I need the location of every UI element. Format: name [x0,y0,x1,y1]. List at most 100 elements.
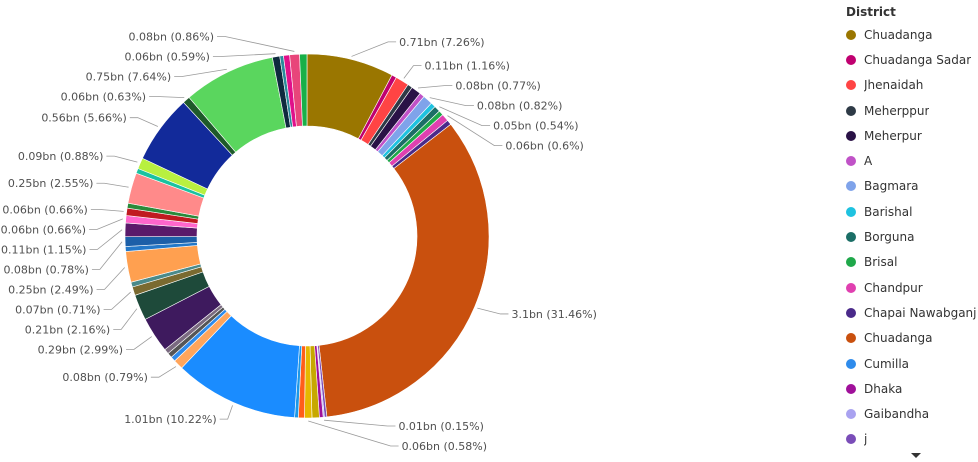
legend-label: Chuadanga [864,331,933,346]
legend-item[interactable]: Chuadanga [846,326,978,351]
leader-line [90,208,124,212]
legend-label: Brisal [864,255,898,270]
data-label: 0.06bn (0.66%) [2,203,87,216]
data-label: 0.11bn (1.15%) [1,243,86,256]
legend-item[interactable]: Gaibandha [846,401,978,426]
legend-swatch [846,257,856,268]
legend-item[interactable]: j [846,427,978,452]
legend-item[interactable]: Barishal [846,199,978,224]
data-label: 3.1bn (31.46%) [511,308,596,321]
legend-swatch [846,29,856,40]
leader-line [96,182,129,188]
legend-item[interactable]: Meherppur [846,98,978,123]
legend-item[interactable]: Meherpur [846,123,978,148]
data-label: 0.11bn (1.16%) [424,60,509,73]
leader-line [429,97,474,106]
legend-item[interactable]: Brisal [846,250,978,275]
legend-label: Chandpur [864,280,923,295]
legend-item[interactable]: Chandpur [846,275,978,300]
legend-label: Cumilla [864,356,910,371]
leader-line [96,267,125,290]
legend-label: j [864,432,868,447]
leader-line [103,291,131,310]
legend-item[interactable]: Chuadanga Sadar [846,47,978,72]
leader-line [403,65,422,79]
data-label: 1.01bn (10.22%) [124,413,216,426]
legend-label: Meherpur [864,128,922,143]
legend-swatch [846,434,856,445]
leader-line [149,96,185,98]
legend-swatch [846,358,856,369]
legend-swatch [846,181,856,192]
data-label: 0.06bn (0.58%) [402,440,487,453]
legend-swatch [846,282,856,293]
data-label: 0.09bn (0.88%) [18,150,103,163]
donut-slice[interactable] [318,123,490,418]
data-label: 0.08bn (0.78%) [3,263,88,276]
data-label: 0.29bn (2.99%) [38,343,123,356]
donut-slices [124,53,490,419]
leader-line [91,241,123,270]
legend-swatch [846,80,856,91]
leader-line [439,106,491,126]
legend-swatch [846,105,856,116]
legend-swatch [846,232,856,243]
donut-slice[interactable] [299,53,308,127]
leader-line [417,85,453,89]
legend-title: District [846,5,896,19]
leader-line [106,155,138,163]
data-label: 0.25bn (2.55%) [8,177,93,190]
data-label: 0.08bn (0.79%) [62,371,147,384]
leader-line [447,115,503,146]
legend-swatch [846,409,856,420]
legend-item[interactable]: Cumilla [846,351,978,376]
data-label: 0.75bn (7.64%) [86,70,171,83]
legend-item[interactable]: Chapai Nawabganj [846,300,978,325]
leader-line [477,307,509,315]
data-label: 0.08bn (0.77%) [455,80,540,93]
data-label: 0.56bn (5.66%) [41,112,126,125]
data-label: 0.06bn (0.66%) [1,223,86,236]
leader-line [113,308,138,330]
legend-item[interactable]: Dhaka [846,376,978,401]
legend: District Chuadanga Chuadanga Sadar Jhenaid… [846,4,978,452]
legend-label: Meherppur [864,103,930,118]
legend-scroll-down-icon[interactable] [911,453,921,458]
leader-line [219,405,233,420]
legend-label: Borguna [864,230,915,245]
legend-label: Chapai Nawabganj [864,305,977,320]
legend-item[interactable]: Borguna [846,224,978,249]
legend-item[interactable]: Chuadanga [846,22,978,47]
legend-swatch [846,307,856,318]
legend-item[interactable]: Bagmara [846,174,978,199]
legend-swatch [846,156,856,167]
data-label: 0.25bn (2.49%) [8,283,93,296]
legend-item[interactable]: Jhenaidah [846,73,978,98]
legend-label: Dhaka [864,381,903,396]
leader-line [89,218,123,230]
legend-label: Chuadanga Sadar [864,52,972,67]
leader-line [150,366,177,378]
leader-line [174,68,227,77]
data-labels: 0.71bn (7.26%) 0.11bn (1.16%) 0.08bn (0.77… [1,30,597,453]
legend-swatch [846,206,856,217]
legend-item[interactable]: A [846,148,978,173]
legend-swatch [846,383,856,394]
leader-line [129,117,159,127]
legend-label: Gaibandha [864,407,930,422]
data-label: 0.08bn (0.86%) [129,30,214,43]
legend-label: Bagmara [864,179,919,194]
legend-label: Barishal [864,204,913,219]
legend-label: Chuadanga [864,27,933,42]
leader-line [126,336,152,350]
leader-line [89,229,123,250]
data-label: 0.06bn (0.6%) [505,140,583,153]
data-label: 0.01bn (0.15%) [398,420,483,433]
data-label: 0.06bn (0.59%) [124,50,209,63]
data-label: 0.71bn (7.26%) [399,36,484,49]
leader-line [324,419,396,427]
data-label: 0.08bn (0.82%) [477,100,562,113]
legend-items: Chuadanga Chuadanga Sadar Jhenaidah Meherpp… [846,22,978,452]
leader-line [351,41,397,57]
